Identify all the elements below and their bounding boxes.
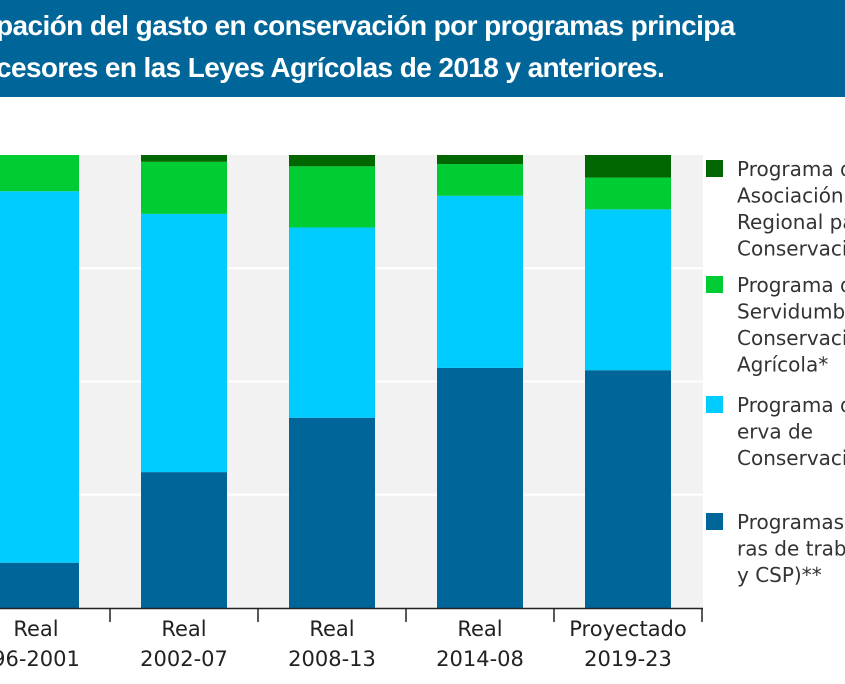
legend-label: Conservaci	[737, 326, 845, 350]
legend-label: Agrícola*	[737, 353, 828, 377]
legend-swatch	[706, 396, 723, 413]
legend-swatch	[706, 276, 723, 293]
bar-segment-2-1	[0, 191, 79, 563]
bar-segment-3-3	[289, 166, 375, 228]
chart-title-line-2: cesores en las Leyes Agrícolas de 2018 y…	[0, 52, 665, 83]
legend-label: Conservaci	[737, 237, 845, 261]
x-tick-label: 2002-07	[140, 647, 228, 671]
bar-segment-1-5	[585, 370, 671, 608]
x-tick-label: Real	[13, 617, 58, 641]
x-tick-label: 2019-23	[584, 647, 672, 671]
bar-segment-2-5	[585, 209, 671, 371]
bar-segment-3-4	[437, 164, 523, 196]
legend-label: y CSP)**	[737, 563, 822, 587]
bar-segment-1-2	[141, 472, 227, 608]
bar-segment-2-2	[141, 213, 227, 473]
legend-label: erva de	[737, 420, 813, 444]
bar-segment-4-2	[141, 155, 227, 162]
bar-segment-1-3	[289, 417, 375, 608]
x-tick-label: 2008-13	[288, 647, 376, 671]
chart-title-line-1: pación del gasto en conservación por pro…	[0, 10, 735, 41]
x-tick-label: Real	[309, 617, 354, 641]
x-tick-label: Real	[457, 617, 502, 641]
x-tick-label: Proyectado	[569, 617, 687, 641]
legend-label: ras de traba	[737, 537, 845, 561]
bar-segment-4-4	[437, 155, 523, 165]
legend-label: Programa d	[737, 393, 845, 417]
x-tick-label: Real	[161, 617, 206, 641]
legend-swatch	[706, 160, 723, 177]
legend-label: Conservaci	[737, 446, 845, 470]
legend-label: Servidumb	[737, 300, 845, 324]
legend-swatch	[706, 513, 723, 530]
chart-title-banner: pación del gasto en conservación por pro…	[0, 0, 845, 97]
bar-segment-1-4	[437, 367, 523, 608]
bar-segment-4-3	[289, 155, 375, 167]
legend-label: Programas	[737, 510, 844, 534]
bar-segment-2-3	[289, 227, 375, 418]
bar-segment-3-2	[141, 161, 227, 214]
bar-segment-2-4	[437, 195, 523, 368]
legend-label: Programa d	[737, 273, 845, 297]
legend-label: Programa d	[737, 157, 845, 181]
bar-segment-4-5	[585, 155, 671, 178]
bar-segment-3-5	[585, 177, 671, 210]
x-tick-label: 2014-08	[436, 647, 524, 671]
x-tick-label: 96-2001	[0, 647, 80, 671]
bar-segment-1-1	[0, 562, 79, 608]
stacked-bar-chart: Real 96-2001 Real 2002-07 Real 2008-13 Real 201…	[0, 155, 845, 671]
legend-label: Asociación	[737, 184, 844, 208]
legend-label: Regional pa	[737, 210, 845, 234]
bar-segment-3-1	[0, 155, 79, 192]
